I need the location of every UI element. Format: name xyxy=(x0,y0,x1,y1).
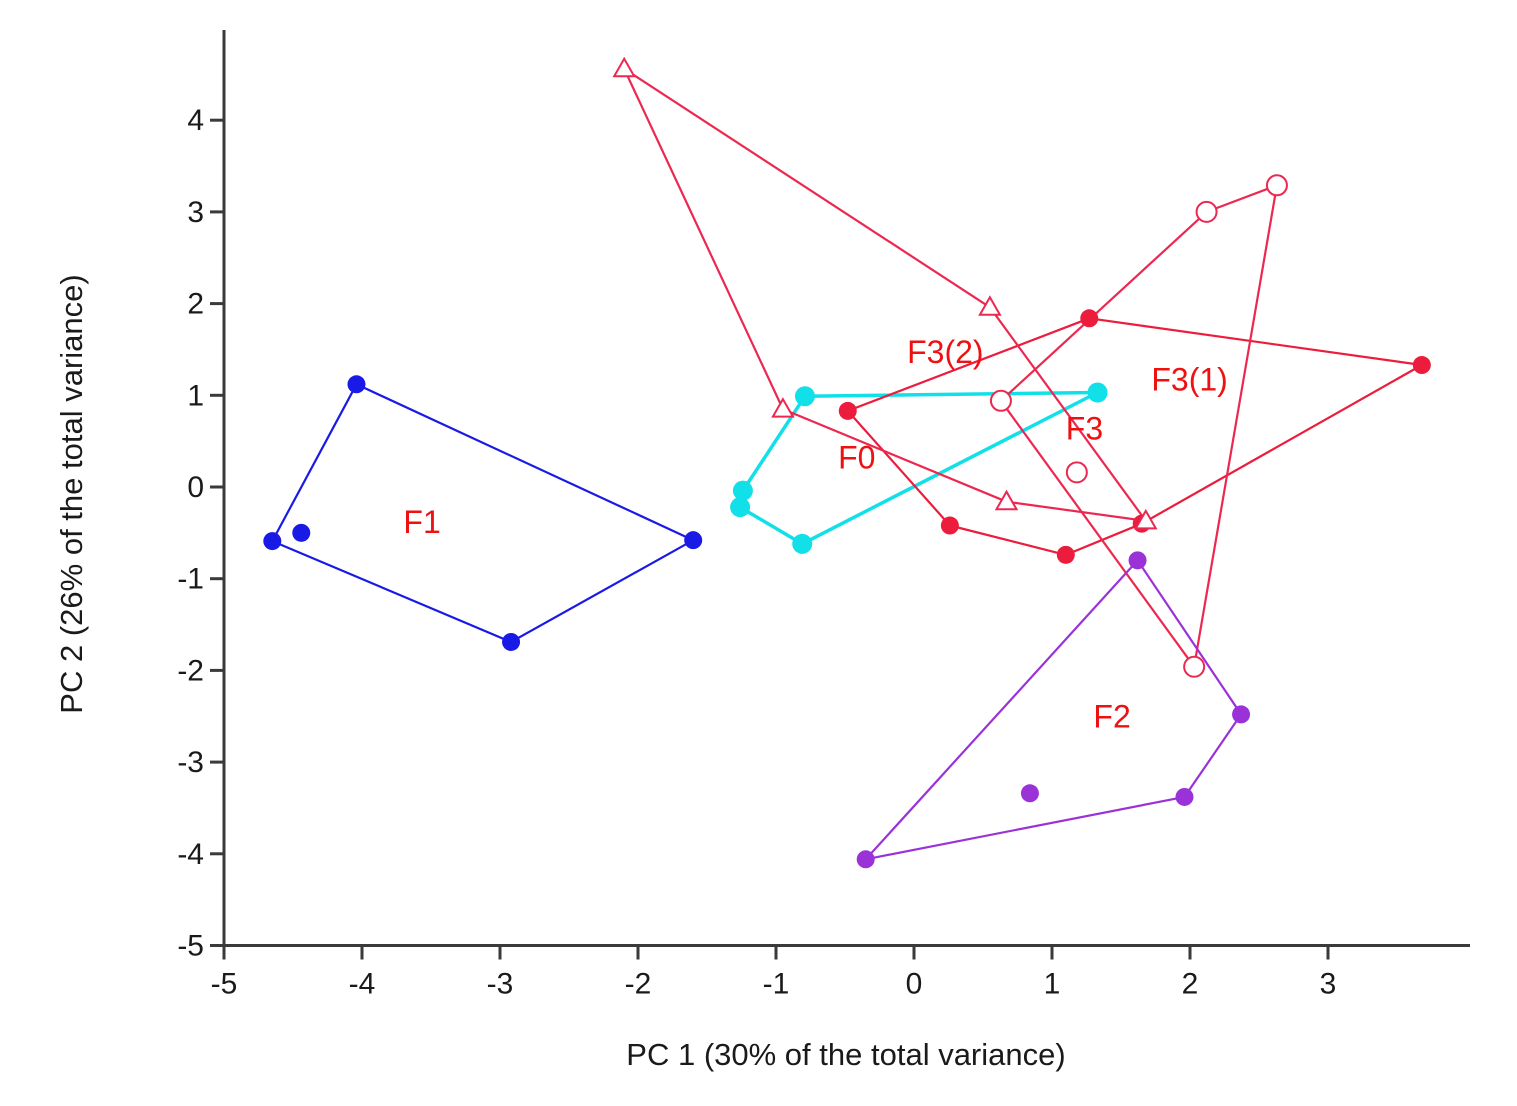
point-f0 xyxy=(730,497,751,518)
x-tick-label: -4 xyxy=(349,968,376,1001)
data-points xyxy=(263,56,1431,869)
label-f0: F0 xyxy=(838,440,875,476)
hull-f3 xyxy=(623,67,1147,523)
y-tick-label: -2 xyxy=(177,654,204,687)
point-f1 xyxy=(347,375,366,394)
point-f32 xyxy=(1056,545,1075,564)
point-f31 xyxy=(1265,174,1288,197)
x-tick-label: -2 xyxy=(625,968,652,1001)
point-f1 xyxy=(292,523,311,542)
point-f3 xyxy=(978,295,1002,316)
x-tick-label: -5 xyxy=(211,968,238,1001)
y-tick-label: 2 xyxy=(187,288,204,321)
y-tick-label: 4 xyxy=(187,104,204,137)
hull-f0 xyxy=(738,390,1100,546)
point-f32 xyxy=(940,516,959,535)
point-f2 xyxy=(1128,551,1147,570)
point-f31 xyxy=(1183,655,1206,678)
hull-f31 xyxy=(999,184,1279,668)
x-tick-label: -1 xyxy=(763,968,790,1001)
y-tick-label: 1 xyxy=(187,379,204,412)
x-tick-label: 2 xyxy=(1182,968,1199,1001)
label-f2: F2 xyxy=(1093,698,1130,734)
y-tick-label: -3 xyxy=(177,746,204,779)
y-tick-label: -5 xyxy=(177,930,204,963)
point-f31 xyxy=(1065,461,1088,484)
y-tick-label: 0 xyxy=(187,471,204,504)
point-f32 xyxy=(1412,356,1431,375)
point-f2 xyxy=(856,850,875,869)
x-tick-label: 0 xyxy=(906,968,923,1001)
point-f32 xyxy=(1080,309,1099,328)
y-tick-label: 3 xyxy=(187,196,204,229)
point-f31 xyxy=(1195,200,1218,223)
point-f0 xyxy=(794,386,815,407)
label-f32: F3(2) xyxy=(907,334,983,370)
x-tick-label: -3 xyxy=(487,968,514,1001)
point-f0 xyxy=(732,480,753,501)
y-tick-label: -4 xyxy=(177,838,204,871)
label-f31: F3(1) xyxy=(1151,362,1227,398)
group-labels: F1 F0 F3(2) F3(1) F3 F2 xyxy=(403,334,1227,734)
y-tick-label: -1 xyxy=(177,563,204,596)
label-f1: F1 xyxy=(403,504,440,540)
x-tick-label: 1 xyxy=(1044,968,1061,1001)
point-f0 xyxy=(1087,382,1108,403)
point-f3 xyxy=(612,56,636,78)
axes: -5 -4 -3 -2 -1 0 1 2 3 4 -5 -4 -3 -2 -1 0 1 2 3 xyxy=(177,30,1470,1001)
label-f3: F3 xyxy=(1066,410,1103,446)
point-f3 xyxy=(771,397,795,418)
point-f1 xyxy=(263,532,282,551)
point-f1 xyxy=(684,531,703,550)
point-f3 xyxy=(1134,508,1158,530)
point-f3 xyxy=(994,489,1019,511)
point-f2 xyxy=(1175,787,1194,806)
point-f2 xyxy=(1020,784,1039,803)
x-tick-label: 3 xyxy=(1320,968,1337,1001)
point-f2 xyxy=(1232,705,1251,724)
hull-f2 xyxy=(864,559,1243,861)
x-axis-title: PC 1 (30% of the total variance) xyxy=(626,1037,1065,1072)
point-f1 xyxy=(502,632,521,651)
hull-f1 xyxy=(271,383,695,644)
point-f0 xyxy=(792,533,813,554)
point-f31 xyxy=(989,389,1012,412)
y-axis-title: PC 2 (26% of the total variance) xyxy=(54,274,89,713)
point-f32 xyxy=(838,401,857,420)
